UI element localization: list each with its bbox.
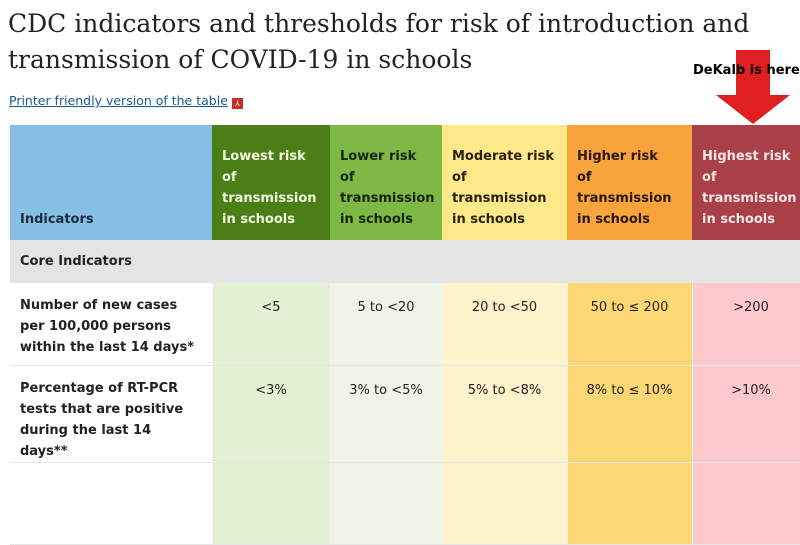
hl: of [702,170,717,185]
header-highest-risk: Highest risk of transmission in schools [692,125,800,240]
value-cell: <5 [212,283,331,366]
value-cell: 20 to <50 [442,283,568,366]
value-cell [212,462,331,545]
hl: in schools [222,212,295,227]
indicator-cell: Number of new cases per 100,000 persons … [10,283,213,366]
hl: Moderate risk [452,149,554,164]
value-cell [692,462,800,545]
hl: Lowest risk [222,149,306,164]
page-title: CDC indicators and thresholds for risk o… [8,9,750,74]
dekalb-annotation: DeKalb is here [693,63,800,78]
table-row-partial [10,462,800,545]
hl: transmission [340,191,435,206]
value-cell: >200 [692,283,800,366]
table-row: Percentage of RT-PCR tests that are posi… [10,365,800,463]
hl: of [340,170,355,185]
hl: Higher risk [577,149,658,164]
header-moderate-risk: Moderate risk of transmission in schools [442,125,567,240]
header-row: Indicators Lowest risk of transmission in s… [10,125,800,240]
table-row: Number of new cases per 100,000 persons … [10,283,800,366]
header-lowest-risk: Lowest risk of transmission in schools [212,125,330,240]
hl: of [577,170,592,185]
hl: of [222,170,237,185]
value-cell [330,462,443,545]
value-cell: 8% to ≤ 10% [567,365,693,463]
value-cell: <3% [212,365,331,463]
header-higher-risk: Higher risk of transmission in schools [567,125,692,240]
value-cell [567,462,693,545]
hl: in schools [577,212,650,227]
risk-thresholds-table: Indicators Lowest risk of transmission in s… [10,125,800,545]
value-cell: 50 to ≤ 200 [567,283,693,366]
hl: of [452,170,467,185]
hl: Lower risk [340,149,417,164]
hl: in schools [702,212,775,227]
hl: transmission [222,191,317,206]
printer-friendly-link[interactable]: Printer friendly version of the table ⅄ [9,93,243,109]
pdf-icon: ⅄ [231,98,243,109]
header-indicators: Indicators [10,125,212,240]
value-cell: >10% [692,365,800,463]
hl: in schools [340,212,413,227]
section-row: Core Indicators [10,240,800,283]
indicator-cell [10,462,213,545]
section-core-indicators: Core Indicators [10,240,800,283]
hl: Highest risk [702,149,791,164]
hl: transmission [577,191,672,206]
indicator-cell: Percentage of RT-PCR tests that are posi… [10,365,213,463]
value-cell: 5% to <8% [442,365,568,463]
hl: transmission [702,191,797,206]
value-cell: 5 to <20 [330,283,443,366]
red-arrow-down-icon [716,50,790,124]
value-cell [442,462,568,545]
printer-friendly-link-text[interactable]: Printer friendly version of the table [9,93,228,108]
hl: transmission [452,191,547,206]
value-cell: 3% to <5% [330,365,443,463]
header-lower-risk: Lower risk of transmission in schools [330,125,442,240]
hl: in schools [452,212,525,227]
